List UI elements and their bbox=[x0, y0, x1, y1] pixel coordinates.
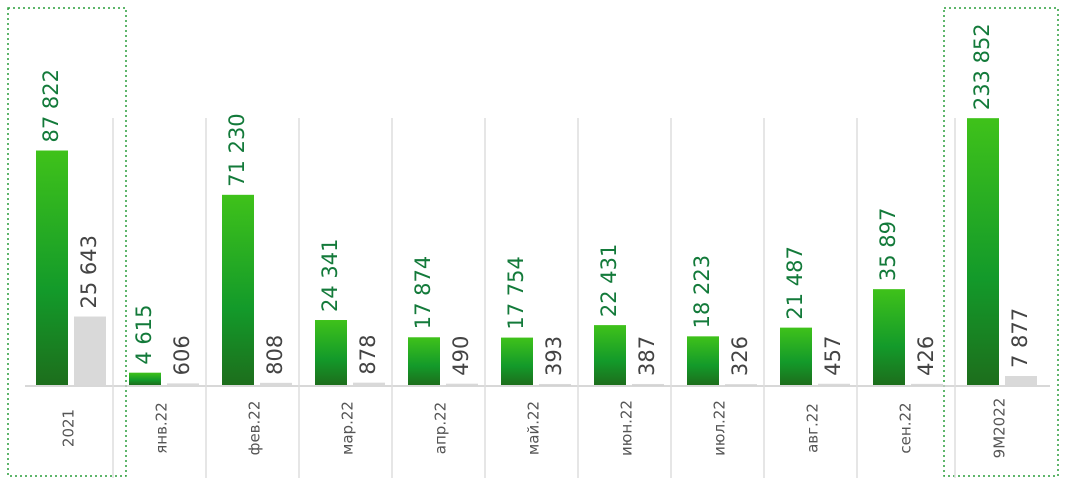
bar bbox=[74, 316, 106, 385]
bar bbox=[222, 194, 254, 385]
data-label: 326 bbox=[728, 336, 752, 376]
x-tick-label: май.22 bbox=[525, 401, 543, 455]
x-tick-label: 2021 bbox=[60, 409, 78, 447]
data-label: 24 341 bbox=[318, 239, 342, 312]
data-label: 387 bbox=[635, 336, 659, 376]
bar bbox=[632, 383, 664, 386]
data-label: 87 822 bbox=[39, 69, 63, 142]
bar bbox=[873, 289, 905, 385]
data-label: 21 487 bbox=[783, 246, 807, 319]
data-label: 808 bbox=[263, 335, 287, 375]
data-label: 22 431 bbox=[597, 244, 621, 317]
data-label: 4 615 bbox=[132, 305, 156, 365]
data-label: 25 643 bbox=[77, 235, 101, 308]
bar bbox=[687, 336, 719, 385]
bar bbox=[408, 337, 440, 385]
bar bbox=[967, 118, 999, 385]
data-label: 71 230 bbox=[225, 113, 249, 186]
bar bbox=[353, 382, 385, 385]
x-tick-label: июл.22 bbox=[711, 400, 729, 456]
bar bbox=[36, 150, 68, 385]
data-label: 7 877 bbox=[1008, 308, 1032, 368]
bar bbox=[446, 383, 478, 386]
data-label: 17 874 bbox=[411, 256, 435, 329]
bar bbox=[725, 384, 757, 386]
x-tick-label: мар.22 bbox=[339, 401, 357, 455]
x-tick-label: 9M2022 bbox=[991, 398, 1009, 459]
data-label: 490 bbox=[449, 336, 473, 376]
x-tick-label: июн.22 bbox=[618, 400, 636, 456]
bar bbox=[1005, 376, 1037, 385]
bar bbox=[501, 337, 533, 385]
data-label: 426 bbox=[914, 336, 938, 376]
x-tick-label: сен.22 bbox=[897, 402, 915, 453]
x-tick-label: фев.22 bbox=[246, 401, 264, 456]
highlight-box bbox=[7, 7, 127, 477]
bar bbox=[780, 327, 812, 385]
data-label: 878 bbox=[356, 335, 380, 375]
highlight-box bbox=[943, 7, 1059, 477]
data-label: 606 bbox=[170, 335, 194, 375]
bar bbox=[818, 383, 850, 386]
data-label: 18 223 bbox=[690, 255, 714, 328]
bar bbox=[129, 372, 161, 385]
bar bbox=[539, 383, 571, 386]
x-tick-label: янв.22 bbox=[153, 402, 171, 454]
bar bbox=[260, 382, 292, 385]
bar bbox=[167, 383, 199, 385]
x-tick-label: апр.22 bbox=[432, 402, 450, 454]
data-label: 17 754 bbox=[504, 256, 528, 329]
bar bbox=[315, 320, 347, 385]
data-label: 35 897 bbox=[876, 208, 900, 281]
data-label: 233 852 bbox=[970, 23, 994, 110]
bar bbox=[594, 325, 626, 385]
x-tick-label: авг.22 bbox=[804, 403, 822, 453]
data-label: 393 bbox=[542, 336, 566, 376]
bar bbox=[911, 383, 943, 386]
data-label: 457 bbox=[821, 336, 845, 376]
